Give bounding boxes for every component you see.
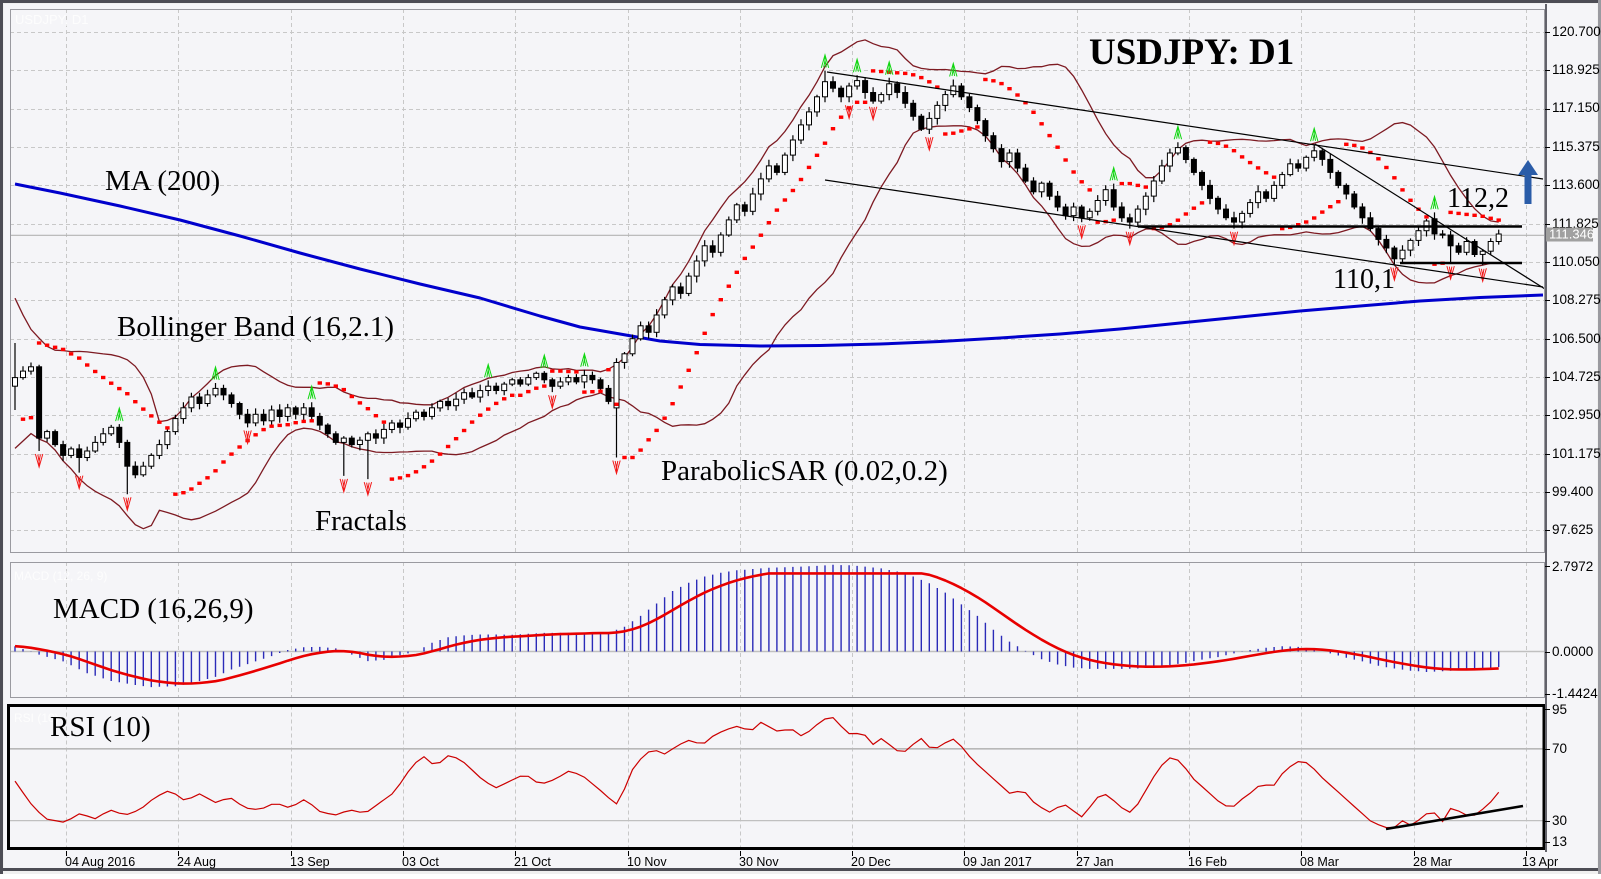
svg-text:110,1: 110,1 [1333, 264, 1395, 295]
svg-text:10 Nov: 10 Nov [627, 855, 667, 869]
svg-text:08 Mar: 08 Mar [1300, 855, 1339, 869]
svg-text:111.346: 111.346 [1549, 227, 1594, 242]
svg-text:-1.4424: -1.4424 [1552, 686, 1598, 701]
svg-text:Bollinger Band (16,2.1): Bollinger Band (16,2.1) [117, 311, 394, 343]
svg-text:112,2: 112,2 [1447, 183, 1509, 214]
svg-text:13 Apr: 13 Apr [1522, 855, 1558, 869]
svg-text:USDJPY, D1: USDJPY, D1 [15, 12, 88, 27]
svg-text:09 Jan 2017: 09 Jan 2017 [963, 855, 1032, 869]
svg-text:ParabolicSAR (0.02,0.2): ParabolicSAR (0.02,0.2) [661, 455, 948, 487]
svg-text:28 Mar: 28 Mar [1413, 855, 1452, 869]
svg-text:24 Aug: 24 Aug [177, 855, 216, 869]
svg-text:108.275: 108.275 [1552, 292, 1601, 307]
svg-text:99.400: 99.400 [1552, 484, 1593, 499]
svg-text:27 Jan: 27 Jan [1076, 855, 1114, 869]
svg-text:MACD (16,26,9): MACD (16,26,9) [53, 593, 254, 625]
svg-text:30 Nov: 30 Nov [739, 855, 779, 869]
svg-text:04 Aug 2016: 04 Aug 2016 [65, 855, 135, 869]
svg-text:USDJPY: D1: USDJPY: D1 [1089, 32, 1294, 73]
svg-text:Fractals: Fractals [315, 505, 407, 537]
svg-text:118.925: 118.925 [1552, 62, 1600, 77]
svg-text:MACD (12, 26, 9): MACD (12, 26, 9) [14, 569, 107, 583]
svg-text:20 Dec: 20 Dec [851, 855, 891, 869]
svg-text:102.950: 102.950 [1552, 407, 1601, 422]
svg-text:RSI (10): RSI (10) [14, 711, 59, 725]
svg-text:70: 70 [1552, 741, 1567, 756]
svg-text:MA (200): MA (200) [105, 165, 220, 197]
svg-text:117.150: 117.150 [1552, 100, 1600, 115]
svg-text:115.375: 115.375 [1552, 139, 1600, 154]
svg-text:16 Feb: 16 Feb [1188, 855, 1227, 869]
svg-text:13: 13 [1552, 834, 1567, 849]
svg-text:03 Oct: 03 Oct [402, 855, 439, 869]
svg-text:0.0000: 0.0000 [1552, 644, 1593, 659]
svg-text:104.725: 104.725 [1552, 369, 1601, 384]
svg-text:97.625: 97.625 [1552, 522, 1593, 537]
svg-text:95: 95 [1552, 702, 1567, 717]
svg-text:111.825: 111.825 [1552, 216, 1599, 231]
svg-text:113.600: 113.600 [1552, 177, 1600, 192]
svg-text:13 Sep: 13 Sep [290, 855, 330, 869]
svg-text:RSI (10): RSI (10) [50, 711, 151, 743]
svg-text:30: 30 [1552, 813, 1567, 828]
svg-text:101.175: 101.175 [1552, 446, 1601, 461]
svg-text:21 Oct: 21 Oct [514, 855, 551, 869]
svg-text:2.7972: 2.7972 [1552, 559, 1593, 574]
svg-text:120.700: 120.700 [1552, 24, 1601, 39]
svg-text:106.500: 106.500 [1552, 331, 1601, 346]
svg-text:110.050: 110.050 [1552, 254, 1600, 269]
